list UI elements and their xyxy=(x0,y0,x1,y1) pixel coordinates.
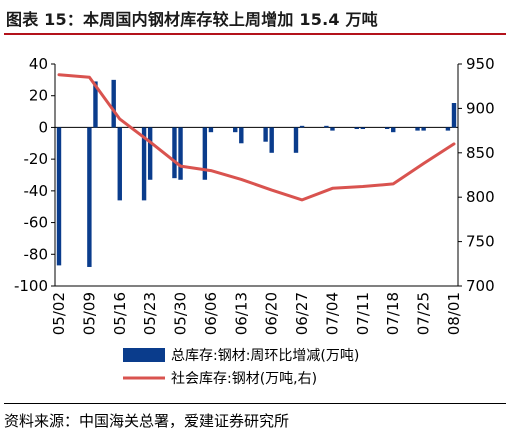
bar xyxy=(360,127,366,130)
bar xyxy=(324,125,329,128)
left-axis-tick-label: -80 xyxy=(24,245,49,263)
chart-title: 图表 15：本周国内钢材库存较上周增加 15.4 万吨 xyxy=(6,10,378,29)
left-axis-tick-label: 0 xyxy=(38,118,48,136)
x-axis-tick-label: 05/30 xyxy=(172,292,190,335)
x-axis-tick-label: 05/09 xyxy=(80,292,98,335)
chart-canvas: 40200-20-40-60-80-1009509008508007507000… xyxy=(14,55,495,387)
x-axis-tick-label: 07/25 xyxy=(415,292,433,335)
bar xyxy=(330,127,335,131)
bar xyxy=(202,127,208,180)
bar xyxy=(178,127,183,180)
bar xyxy=(391,127,396,133)
left-axis-tick-label: -20 xyxy=(24,150,49,168)
source-divider xyxy=(4,403,506,404)
x-axis-tick-label: 05/16 xyxy=(111,292,129,335)
left-axis-tick-label: 40 xyxy=(29,55,48,73)
bar xyxy=(93,81,98,128)
x-axis-tick-label: 06/06 xyxy=(202,292,220,335)
left-axis-tick-label: -100 xyxy=(14,277,48,295)
bar xyxy=(299,125,305,128)
bar xyxy=(293,127,299,153)
bar xyxy=(233,127,238,133)
x-axis-tick-label: 06/20 xyxy=(263,292,281,335)
bar xyxy=(117,127,122,201)
right-axis-tick-label: 950 xyxy=(466,55,495,73)
x-axis-tick-label: 07/04 xyxy=(323,292,341,335)
x-axis-tick-label: 08/01 xyxy=(445,292,463,335)
right-axis-tick-label: 900 xyxy=(466,99,495,117)
right-axis-tick-label: 850 xyxy=(466,144,495,162)
x-axis-tick-label: 07/11 xyxy=(354,292,372,335)
social-inventory-line xyxy=(57,73,456,202)
bar xyxy=(445,127,451,131)
x-axis-tick-label: 06/13 xyxy=(232,292,250,335)
bar xyxy=(269,127,274,153)
legend-line-label: 社会库存:钢材(万吨,右) xyxy=(171,371,317,387)
legend-bar-label: 总库存:钢材:周环比增减(万吨) xyxy=(171,348,359,364)
bar xyxy=(384,127,390,130)
left-axis-tick-label: -60 xyxy=(24,214,49,232)
left-axis-tick-label: -40 xyxy=(24,182,49,200)
bar xyxy=(141,127,147,201)
bar xyxy=(354,127,359,130)
bar xyxy=(87,127,92,267)
legend-bar-swatch xyxy=(123,348,165,362)
x-axis-tick-label: 05/02 xyxy=(50,292,68,335)
bar xyxy=(239,127,244,144)
bar xyxy=(111,79,116,128)
bar xyxy=(172,127,177,179)
right-axis-tick-label: 800 xyxy=(466,188,495,206)
bar xyxy=(263,127,268,142)
bar xyxy=(208,127,214,133)
bar xyxy=(415,127,420,131)
x-axis-tick-label: 06/27 xyxy=(293,292,311,335)
x-axis-tick-label: 07/18 xyxy=(384,292,402,335)
right-axis-tick-label: 750 xyxy=(466,233,495,251)
bar xyxy=(147,127,153,180)
bar xyxy=(421,127,426,131)
bar xyxy=(56,127,62,266)
right-axis-tick-label: 700 xyxy=(466,277,495,295)
bar xyxy=(451,103,457,128)
source-note: 资料来源：中国海关总署，爱建证券研究所 xyxy=(4,412,290,430)
left-axis-tick-label: 20 xyxy=(29,87,48,105)
x-axis-tick-label: 05/23 xyxy=(141,292,159,335)
title-divider xyxy=(4,33,506,35)
